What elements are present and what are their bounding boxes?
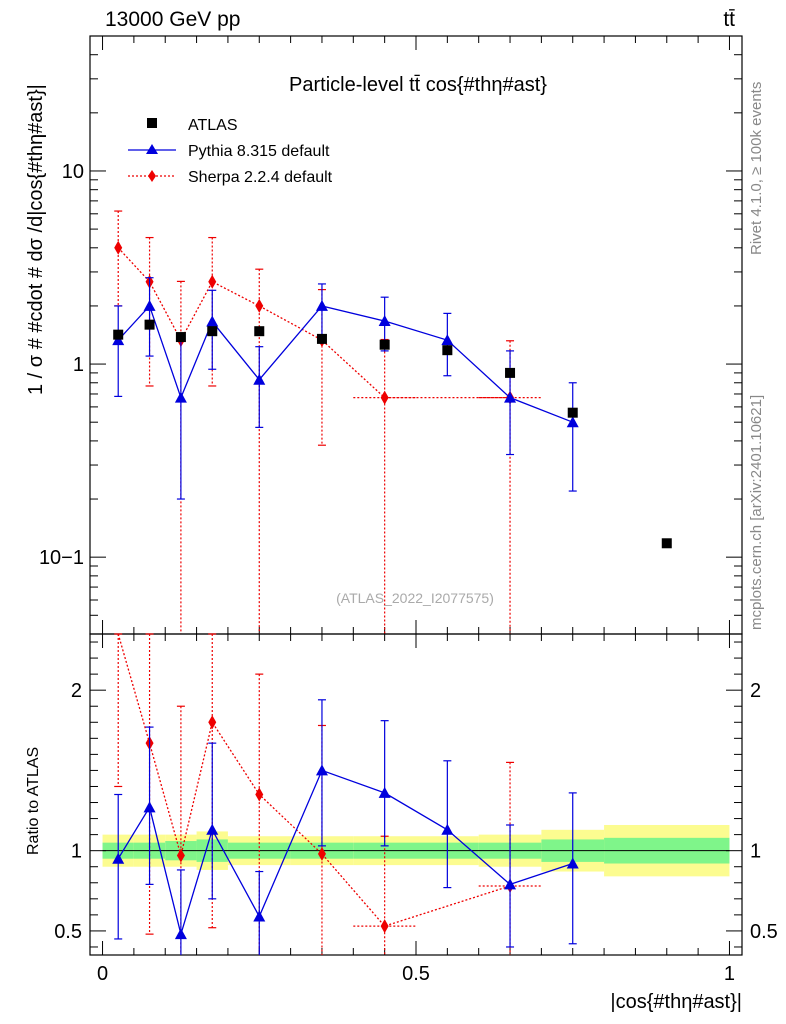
ratio-sherpa-point-3: [208, 715, 217, 730]
main-y-tick-label-0: 10−1: [39, 547, 84, 569]
ratio-pythia-point-5: [315, 764, 328, 776]
x-axis-label: |cos{#thη#ast}|: [610, 991, 742, 1013]
main-y-tick-label-2: 10: [62, 161, 84, 183]
main-atlas-point-4: [254, 326, 265, 337]
ratio-sherpa-line: [117, 633, 511, 927]
main-pythia-line: [117, 304, 573, 423]
main-pythia-point-3: [206, 315, 219, 327]
main-atlas-point-3: [207, 326, 218, 337]
ratio-sherpa-point-2: [176, 848, 185, 863]
main-pythia-point-6: [378, 315, 391, 327]
main-title: Particle-level tt̄ cos{#thη#ast}: [289, 74, 547, 96]
legend-atlas-marker: [147, 118, 157, 128]
main-atlas-point-7: [442, 345, 453, 356]
main-sherpa-point-0: [114, 240, 123, 255]
ratio-y-tick-label-right-0: 0.5: [750, 921, 778, 943]
ratio-y-tick-label-left-2: 2: [71, 680, 82, 702]
x-tick-label-0: 0: [97, 963, 108, 985]
main-sherpa-point-3: [208, 274, 217, 289]
ratio-y-tick-label-right-2: 2: [750, 680, 761, 702]
main-y-tick-label-1: 1: [73, 354, 84, 376]
main-ylabel: 1 / σ # #cdot # dσ /d|cos{#thη#ast}|: [25, 84, 47, 395]
ratio-pythia-point-7: [441, 823, 454, 835]
ratio-pythia-point-6: [378, 786, 391, 798]
watermark: (ATLAS_2022_I2077575): [336, 590, 494, 606]
ratio-y-tick-label-left-1: 1: [71, 841, 82, 863]
main-atlas-point-10: [661, 538, 672, 549]
ratio-pythia-point-9: [566, 857, 579, 869]
legend-sherpa-marker: [148, 170, 156, 182]
ratio-panel: 0 0.5 1 0.5 0.5 1 1 2 2: [54, 633, 778, 985]
header-left: 13000 GeV pp: [105, 8, 240, 31]
legend-pythia-marker: [146, 144, 158, 154]
ratio-pythia-point-0: [112, 852, 125, 864]
main-pythia-point-9: [566, 416, 579, 428]
header-right: tt̄: [723, 8, 735, 31]
main-pythia-point-4: [253, 373, 266, 385]
main-atlas-point-6: [379, 339, 390, 350]
main-pythia-point-2: [174, 391, 187, 403]
legend-atlas-label: ATLAS: [188, 117, 238, 134]
ratio-y-tick-label-left-0: 0.5: [54, 921, 82, 943]
main-pythia-point-5: [315, 299, 328, 311]
side-label-top: Rivet 4.1.0, ≥ 100k events: [748, 82, 765, 255]
main-atlas-point-1: [144, 319, 155, 330]
ratio-sherpa-point-4: [255, 787, 264, 802]
main-atlas-point-8: [505, 367, 516, 378]
ratio-pythia-line: [117, 769, 573, 937]
ratio-pythia-point-3: [206, 823, 219, 835]
main-pythia-point-1: [143, 299, 156, 311]
main-sherpa-point-4: [255, 298, 264, 313]
legend-sherpa-label: Sherpa 2.2.4 default: [188, 169, 333, 186]
main-sherpa-line: [117, 247, 511, 399]
side-label-bottom: mcplots.cern.ch [arXiv:2401.10621]: [748, 395, 765, 630]
x-tick-label-1: 0.5: [402, 963, 430, 985]
ratio-frame: [89, 633, 743, 956]
legend: ATLAS Pythia 8.315 default Sherpa 2.2.4 …: [128, 117, 333, 186]
main-pythia-point-7: [441, 334, 454, 346]
main-atlas-point-2: [175, 332, 186, 343]
ratio-pythia-point-1: [143, 801, 156, 813]
ratio-pythia-point-4: [253, 910, 266, 922]
ratio-ylabel: Ratio to ATLAS: [25, 747, 42, 855]
main-pythia-point-8: [504, 391, 517, 403]
x-tick-label-2: 1: [724, 963, 735, 985]
ratio-y-tick-label-right-1: 1: [750, 841, 761, 863]
main-panel: 10−1 1 10: [39, 35, 743, 635]
main-atlas-point-0: [113, 329, 124, 340]
ratio-pythia-point-2: [174, 928, 187, 940]
main-atlas-point-9: [567, 407, 578, 418]
ratio-sherpa-point-5: [317, 846, 326, 861]
main-sherpa-point-6: [380, 390, 389, 405]
legend-pythia-label: Pythia 8.315 default: [188, 143, 330, 160]
ratio-sherpa-point-6: [380, 919, 389, 934]
ratio-pythia-point-8: [504, 878, 517, 890]
main-atlas-point-5: [316, 333, 327, 344]
